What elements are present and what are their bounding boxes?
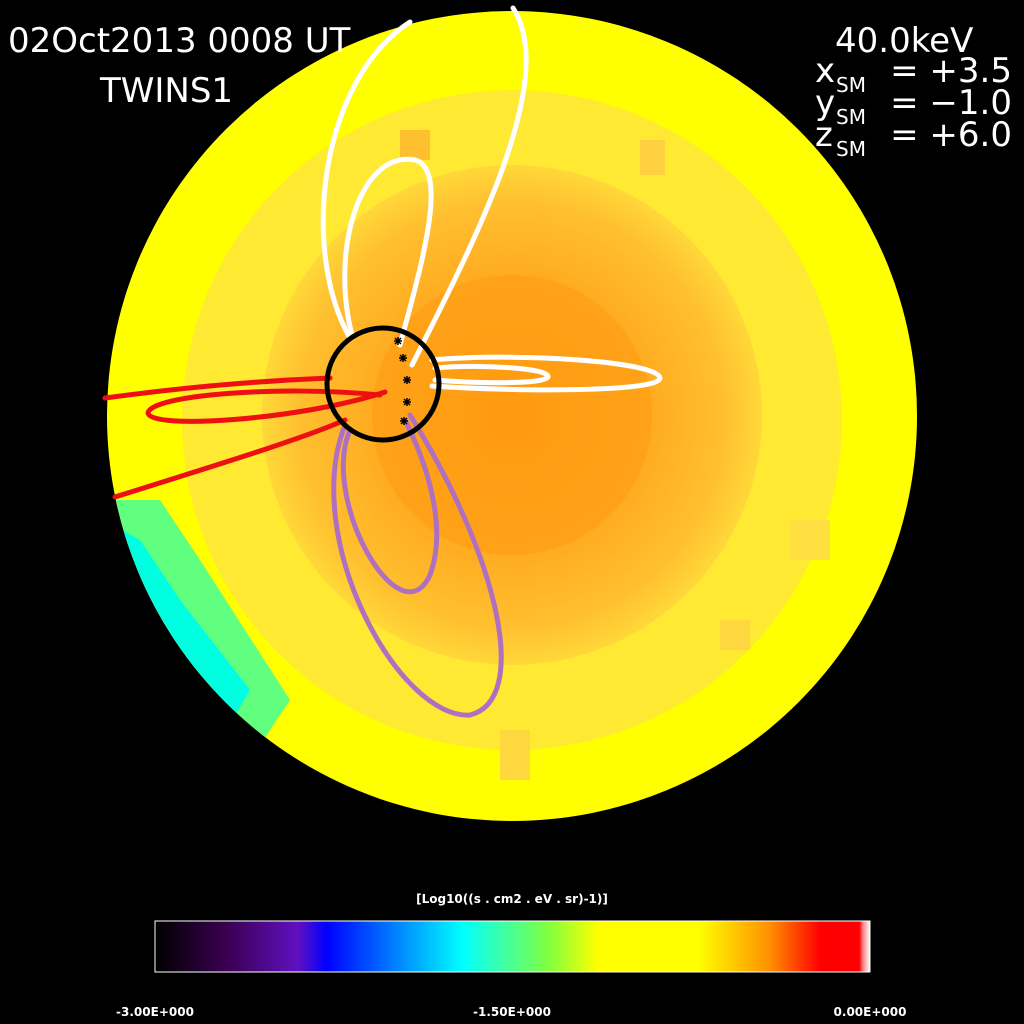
datetime: 02Oct2013 0008 UT [8,21,351,61]
position-sub: SM [836,137,866,161]
position-value: = −1.0 [890,83,1012,123]
position-value: = +3.5 [890,51,1012,91]
position-sub: SM [836,73,866,97]
star-markers [394,337,411,425]
position-value: = +6.0 [890,115,1012,155]
position-sub: SM [836,105,866,129]
colorbar-title: [Log10((s . cm2 . eV . sr)-1)] [416,892,608,906]
energy: 40.0keV [835,21,973,61]
field-lines [102,5,663,718]
spacecraft: TWINS1 [99,71,233,111]
position-var: z [815,115,833,155]
colorbar-label: -1.50E+000 [473,1005,551,1019]
position: x SM = +3.5y SM = −1.0z SM = +6.0 [815,51,1012,161]
colorbar [154,920,871,973]
earth [324,325,442,443]
colorbar-label: 0.00E+000 [834,1005,907,1019]
colorbar-label: -3.00E+000 [116,1005,194,1019]
position-var: x [815,51,835,91]
position-var: y [815,83,835,123]
